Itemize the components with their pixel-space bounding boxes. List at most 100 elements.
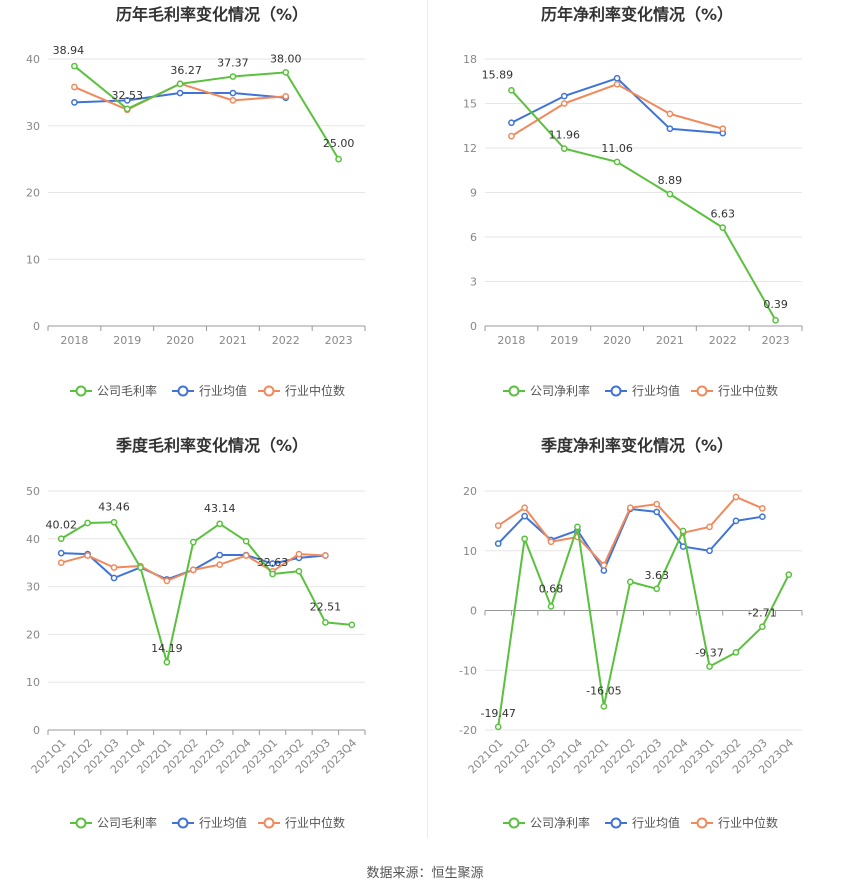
- data-point: [295, 567, 303, 575]
- data-label: 38.94: [53, 44, 85, 57]
- chart-svg: 历年净利率变化情况（%） 0 3 6 9 12 15 18 2018 2019 2020 2021 20…: [463, 5, 803, 398]
- data-point: [759, 513, 766, 521]
- data-point: [57, 535, 65, 543]
- legend-marker: [508, 385, 520, 397]
- panel-divider: [427, 0, 428, 838]
- data-point: [216, 520, 224, 528]
- chart-title: 历年毛利率变化情况（%）: [116, 5, 308, 24]
- legend-marker: [75, 817, 87, 829]
- data-point: [759, 504, 766, 512]
- y-tick-label: 15: [463, 98, 477, 111]
- data-point: [613, 158, 621, 166]
- annual-net-margin-chart: 历年净利率变化情况（%） 0 3 6 9 12 15 18 2018 2019 2020 2021 20…: [425, 0, 850, 430]
- data-point: [163, 658, 171, 666]
- data-point: [216, 551, 224, 559]
- quarterly-gross-margin-chart: 季度毛利率变化情况（%） 0 10 20 30 40 50 2021Q1 2021Q2 2021Q…: [0, 430, 425, 860]
- legend-item: 行业中位数: [258, 815, 345, 830]
- data-label: 0.39: [763, 298, 788, 311]
- legend-label: 行业中位数: [718, 383, 778, 398]
- legend-item: 行业均值: [172, 383, 247, 398]
- series-line: [497, 507, 763, 572]
- x-tick-label: 2023: [325, 334, 353, 347]
- data-label: 0.68: [539, 582, 564, 595]
- data-point: [785, 571, 793, 578]
- legend-marker: [696, 385, 708, 397]
- data-point: [706, 663, 713, 670]
- legend-label: 行业中位数: [718, 815, 778, 830]
- legend-label: 行业均值: [632, 815, 680, 830]
- data-point: [508, 132, 515, 140]
- data-point: [719, 125, 727, 133]
- chart-svg: 季度毛利率变化情况（%）010203040502021Q12021Q22021Q…: [26, 436, 366, 830]
- data-point: [521, 504, 528, 512]
- y-tick-label: 50: [26, 485, 40, 498]
- data-point: [123, 97, 131, 104]
- legend-marker: [610, 817, 622, 829]
- data-point: [335, 155, 342, 163]
- data-point: [176, 80, 184, 88]
- x-tick-label: 2019: [550, 334, 578, 347]
- data-point: [322, 619, 329, 626]
- data-point: [653, 585, 661, 593]
- x-tick-label: 2022: [709, 334, 737, 347]
- source-label: 数据来源：恒生聚源: [366, 866, 484, 881]
- legend-marker: [177, 817, 189, 829]
- x-tick-label: 2019: [113, 334, 141, 347]
- data-point: [295, 550, 303, 558]
- data-label: -9.37: [695, 646, 723, 659]
- data-point: [560, 92, 568, 100]
- data-point: [613, 74, 621, 82]
- legend-label: 行业均值: [199, 383, 247, 398]
- data-point: [71, 62, 78, 70]
- y-tick-label: 30: [26, 581, 40, 594]
- data-point: [626, 578, 634, 586]
- y-tick-label: 30: [26, 120, 40, 133]
- legend-marker: [508, 817, 520, 829]
- annual-gross-margin-chart: 历年毛利率变化情况（%） 0 10 20 30 40 2018 2019 2020 2021 202…: [0, 0, 425, 430]
- legend-label: 公司毛利率: [97, 815, 157, 830]
- legend-item: 行业均值: [605, 383, 680, 398]
- data-point: [242, 552, 250, 559]
- data-point: [163, 577, 171, 585]
- x-tick-label: 2021: [219, 334, 247, 347]
- data-point: [679, 527, 687, 535]
- data-point: [626, 504, 634, 512]
- chart-title: 季度毛利率变化情况（%）: [115, 436, 308, 455]
- data-point: [229, 73, 237, 80]
- data-point: [137, 564, 144, 571]
- data-point: [508, 119, 515, 127]
- legend-item: 行业中位数: [258, 383, 345, 398]
- data-point: [322, 552, 329, 559]
- data-point: [613, 80, 621, 88]
- y-tick-label: 9: [470, 187, 477, 200]
- data-point: [110, 518, 118, 526]
- legend-item: 行业中位数: [691, 815, 778, 830]
- legend-item: 公司净利率: [503, 383, 590, 398]
- x-tick-label: 2020: [603, 334, 631, 347]
- legend-item: 行业均值: [172, 815, 247, 830]
- legend-marker: [610, 385, 622, 397]
- data-label: 14.19: [151, 642, 183, 655]
- series-line: [497, 525, 790, 727]
- data-point: [521, 512, 528, 520]
- legend-item: 行业中位数: [691, 383, 778, 398]
- series-line: [510, 83, 724, 137]
- y-tick-label: 40: [26, 53, 40, 66]
- legend-item: 公司毛利率: [70, 383, 157, 398]
- data-point: [574, 523, 581, 531]
- y-tick-label: 0: [33, 724, 40, 737]
- legend-label: 公司毛利率: [97, 383, 157, 398]
- legend-label: 行业中位数: [285, 815, 345, 830]
- data-point: [706, 523, 713, 531]
- data-point: [282, 69, 290, 76]
- data-point: [123, 105, 131, 113]
- data-label: -16.05: [586, 684, 621, 697]
- y-tick-label: -10: [459, 664, 477, 677]
- y-tick-label: 0: [33, 320, 40, 333]
- data-point: [759, 623, 766, 631]
- data-label: -19.47: [480, 707, 515, 720]
- data-point: [84, 519, 91, 527]
- legend-marker: [696, 817, 708, 829]
- data-point: [494, 723, 502, 731]
- y-tick-label: 20: [463, 485, 477, 498]
